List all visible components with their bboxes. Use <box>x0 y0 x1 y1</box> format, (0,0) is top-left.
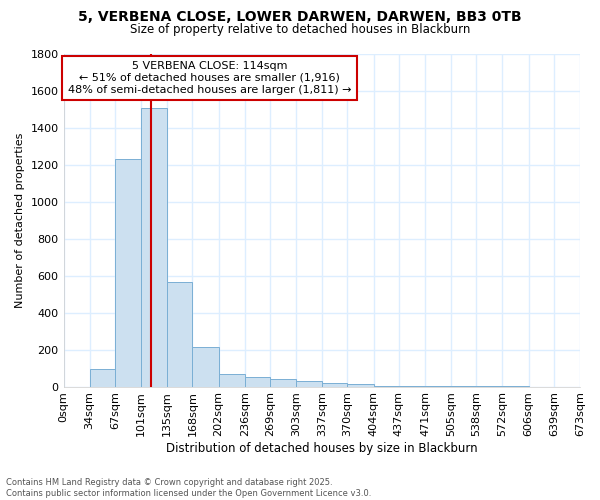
Bar <box>167 282 193 387</box>
Text: 5 VERBENA CLOSE: 114sqm
← 51% of detached houses are smaller (1,916)
48% of semi: 5 VERBENA CLOSE: 114sqm ← 51% of detache… <box>68 62 351 94</box>
Text: 5, VERBENA CLOSE, LOWER DARWEN, DARWEN, BB3 0TB: 5, VERBENA CLOSE, LOWER DARWEN, DARWEN, … <box>78 10 522 24</box>
Bar <box>270 378 296 386</box>
Bar <box>141 108 167 386</box>
Bar <box>193 347 218 387</box>
Bar <box>218 374 245 386</box>
Bar <box>347 384 374 386</box>
X-axis label: Distribution of detached houses by size in Blackburn: Distribution of detached houses by size … <box>166 442 478 455</box>
Bar <box>89 368 115 386</box>
Text: Contains HM Land Registry data © Crown copyright and database right 2025.
Contai: Contains HM Land Registry data © Crown c… <box>6 478 371 498</box>
Bar <box>296 380 322 386</box>
Y-axis label: Number of detached properties: Number of detached properties <box>15 132 25 308</box>
Bar <box>322 382 347 386</box>
Bar <box>115 160 141 386</box>
Bar <box>245 378 270 386</box>
Text: Size of property relative to detached houses in Blackburn: Size of property relative to detached ho… <box>130 22 470 36</box>
